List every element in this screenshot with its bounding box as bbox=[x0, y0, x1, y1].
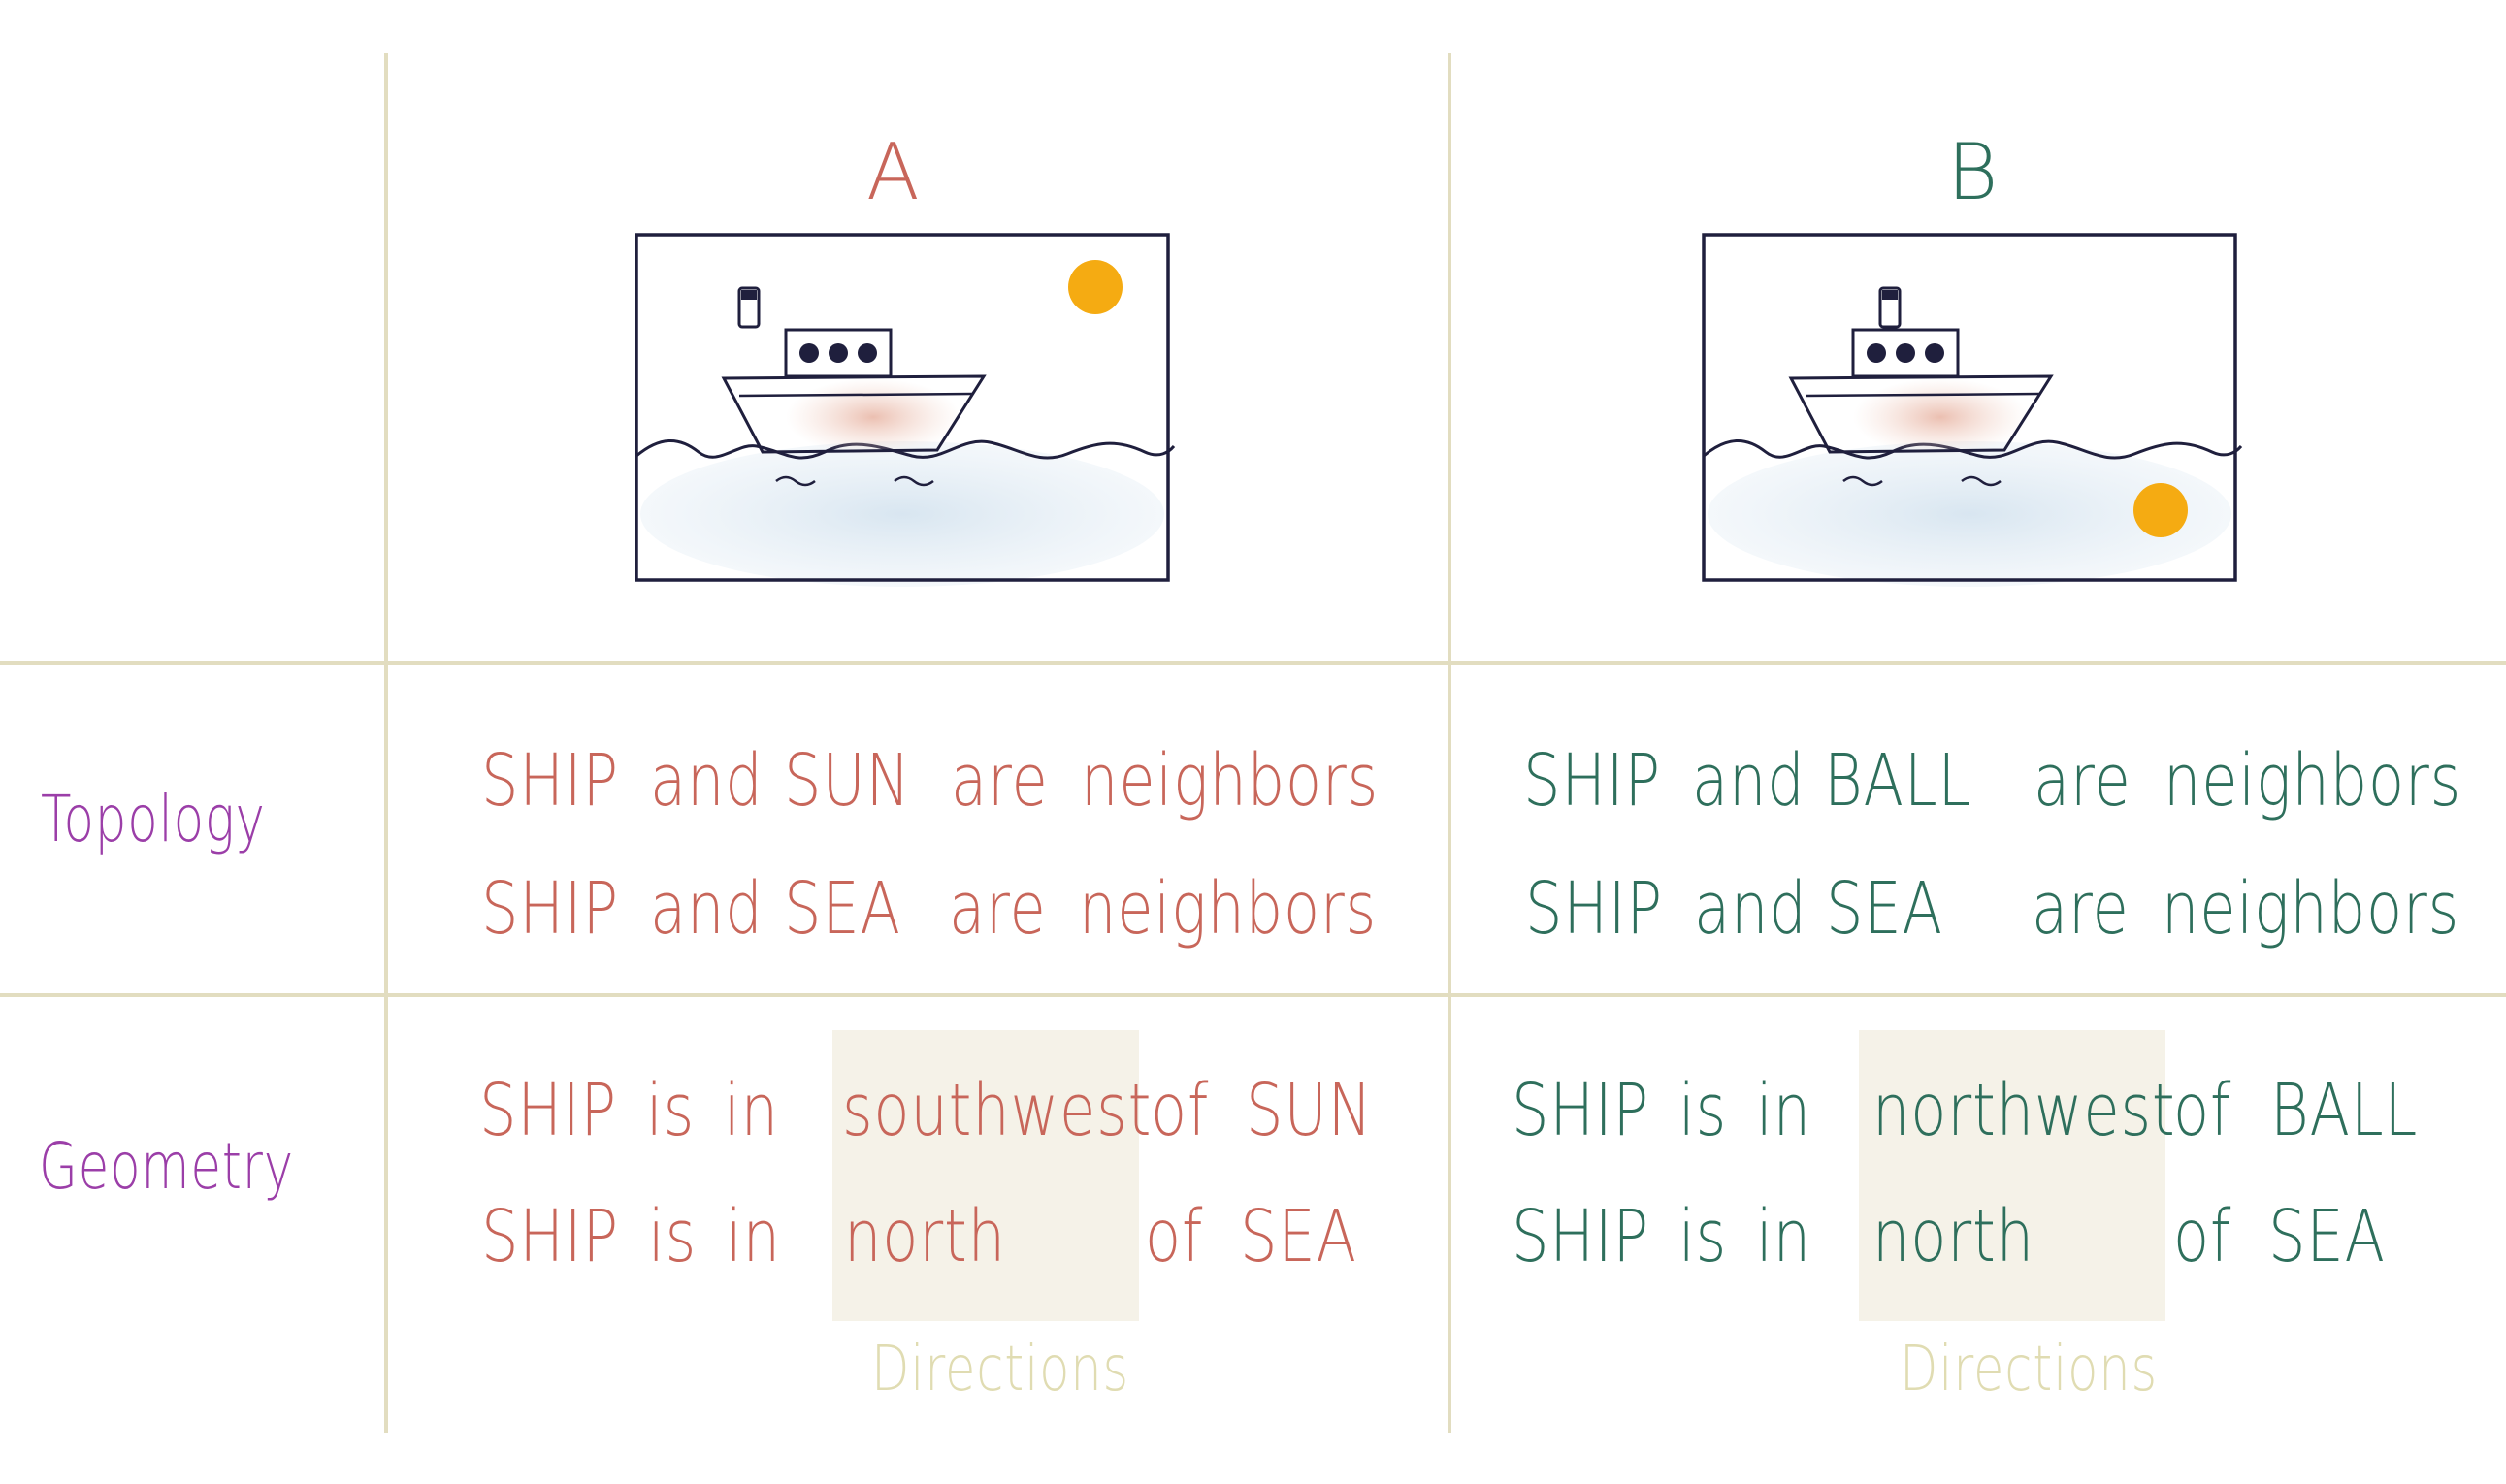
statement-object: BALL bbox=[2270, 1069, 2419, 1152]
statement-relation: neighbors bbox=[2164, 739, 2462, 823]
grid-divider-horizontal-bottom bbox=[0, 993, 2506, 997]
row-label-topology: Topology bbox=[41, 782, 266, 856]
grid-divider-vertical-right bbox=[1448, 53, 1451, 1433]
statement-direction: southwest bbox=[842, 1069, 1153, 1152]
statement-subject: SHIP bbox=[481, 739, 619, 823]
statement-subject: SHIP bbox=[479, 1069, 617, 1152]
statement-predicate: are bbox=[951, 739, 1049, 823]
statement-direction: north bbox=[844, 1195, 1006, 1278]
directions-caption-b: Directions bbox=[1900, 1334, 2158, 1405]
statement-conjunction: and bbox=[650, 739, 764, 823]
ship-icon bbox=[1788, 286, 2054, 456]
statement-of: of bbox=[1145, 1195, 1204, 1278]
grid-divider-horizontal-top bbox=[0, 661, 2506, 665]
statement-predicate: are bbox=[2034, 739, 2132, 823]
statement-relation: neighbors bbox=[1081, 739, 1380, 823]
ball-icon bbox=[2133, 483, 2188, 537]
grid-divider-vertical-left bbox=[384, 53, 388, 1433]
statement-object: SEA bbox=[784, 867, 901, 951]
statement-object: SEA bbox=[2268, 1195, 2386, 1278]
statement-predicate: are bbox=[949, 867, 1047, 951]
ship-icon bbox=[721, 286, 987, 456]
statement-preposition: in bbox=[1756, 1069, 1811, 1152]
sea-icon bbox=[1703, 439, 2243, 587]
statement-verb: is bbox=[1678, 1195, 1728, 1278]
statement-conjunction: and bbox=[650, 867, 764, 951]
statement-object: SUN bbox=[1246, 1069, 1373, 1152]
statement-relation: neighbors bbox=[2162, 867, 2460, 951]
statement-subject: SHIP bbox=[481, 1195, 619, 1278]
statement-of: of bbox=[2173, 1069, 2232, 1152]
statement-verb: is bbox=[1678, 1069, 1728, 1152]
statement-verb: is bbox=[648, 1195, 698, 1278]
directions-caption-a: Directions bbox=[871, 1334, 1129, 1405]
statement-conjunction: and bbox=[1692, 739, 1806, 823]
statement-subject: SHIP bbox=[481, 867, 619, 951]
directions-highlight-b bbox=[1859, 1030, 2165, 1321]
scene-a-picture bbox=[635, 233, 1176, 587]
statement-object: SEA bbox=[1826, 867, 1943, 951]
statement-object: SUN bbox=[784, 739, 911, 823]
directions-highlight-a bbox=[832, 1030, 1139, 1321]
row-label-geometry: Geometry bbox=[39, 1129, 294, 1204]
statement-conjunction: and bbox=[1694, 867, 1807, 951]
statement-direction: northwest bbox=[1872, 1069, 2176, 1152]
statement-subject: SHIP bbox=[1512, 1195, 1649, 1278]
statement-object: SEA bbox=[1240, 1195, 1357, 1278]
statement-subject: SHIP bbox=[1523, 739, 1661, 823]
statement-of: of bbox=[1151, 1069, 1210, 1152]
statement-relation: neighbors bbox=[1079, 867, 1378, 951]
statement-subject: SHIP bbox=[1525, 867, 1663, 951]
statement-direction: north bbox=[1872, 1195, 2034, 1278]
statement-of: of bbox=[2173, 1195, 2232, 1278]
statement-subject: SHIP bbox=[1512, 1069, 1649, 1152]
statement-preposition: in bbox=[724, 1069, 779, 1152]
statement-preposition: in bbox=[726, 1195, 781, 1278]
sun-icon bbox=[1068, 260, 1123, 314]
statement-preposition: in bbox=[1756, 1195, 1811, 1278]
column-header-a: A bbox=[866, 127, 921, 217]
sea-icon bbox=[635, 439, 1176, 587]
scene-b-picture bbox=[1702, 233, 2243, 587]
statement-object: BALL bbox=[1824, 739, 1972, 823]
column-header-b: B bbox=[1947, 127, 2000, 217]
statement-verb: is bbox=[646, 1069, 696, 1152]
statement-predicate: are bbox=[2032, 867, 2130, 951]
